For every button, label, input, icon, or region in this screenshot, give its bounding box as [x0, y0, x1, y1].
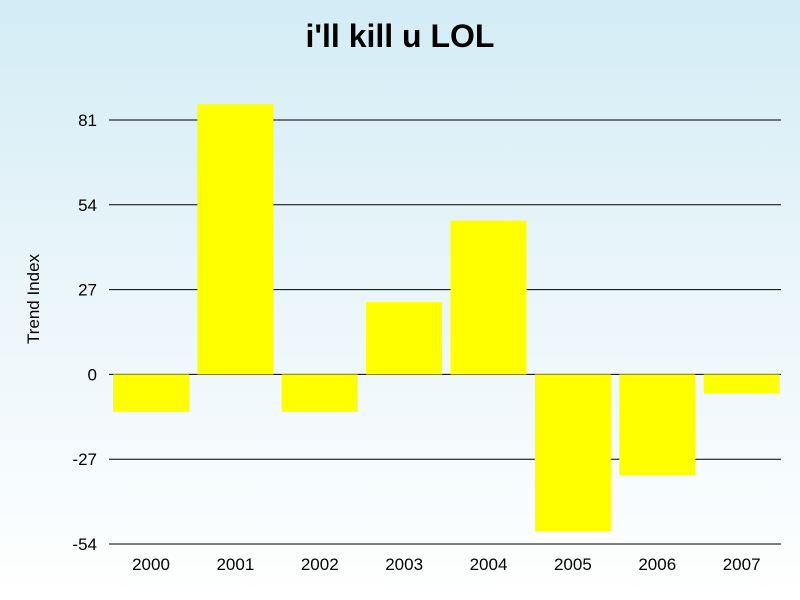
- x-tick-label: 2007: [723, 555, 761, 574]
- x-tick-label: 2002: [301, 555, 339, 574]
- x-tick-label: 2001: [216, 555, 254, 574]
- y-tick-label: 54: [78, 196, 97, 215]
- x-tick-label: 2004: [470, 555, 508, 574]
- bar-2007: [703, 374, 780, 394]
- x-tick-labels: 2000 2001 2002 2003 2004 2005 2006 2007: [132, 555, 760, 574]
- x-tick-label: 2006: [638, 555, 676, 574]
- bar-2005: [534, 374, 611, 532]
- bar-2002: [281, 374, 358, 413]
- y-tick-labels: 81 54 27 0 -27 -54: [72, 111, 97, 554]
- bar-2001: [197, 104, 274, 375]
- bars: [113, 104, 780, 532]
- x-tick-label: 2003: [385, 555, 423, 574]
- y-axis-label: Trend Index: [24, 253, 43, 344]
- bar-2004: [450, 220, 527, 375]
- y-tick-label: 81: [78, 111, 97, 130]
- y-tick-label: 0: [88, 365, 97, 384]
- y-tick-label: -27: [72, 450, 97, 469]
- bar-2000: [113, 374, 189, 413]
- y-tick-label: -54: [72, 535, 97, 554]
- bar-2003: [366, 302, 443, 375]
- y-tick-label: 27: [78, 281, 97, 300]
- x-tick-label: 2000: [132, 555, 170, 574]
- x-tick-label: 2005: [554, 555, 592, 574]
- bar-2006: [619, 374, 696, 475]
- chart-title: i'll kill u LOL: [306, 18, 495, 54]
